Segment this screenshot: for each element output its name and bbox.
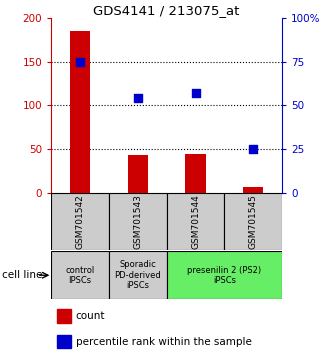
Bar bbox=[109, 193, 167, 250]
Text: presenilin 2 (PS2)
iPSCs: presenilin 2 (PS2) iPSCs bbox=[187, 266, 261, 285]
Text: control
IPSCs: control IPSCs bbox=[65, 266, 95, 285]
Point bbox=[193, 90, 198, 96]
Bar bbox=[128, 155, 148, 193]
Bar bbox=[167, 193, 224, 250]
Point bbox=[251, 146, 256, 152]
Bar bbox=[243, 187, 263, 193]
Text: GSM701545: GSM701545 bbox=[249, 194, 258, 249]
Point bbox=[77, 59, 82, 64]
Bar bbox=[51, 193, 109, 250]
Bar bbox=[167, 251, 282, 299]
Text: GSM701544: GSM701544 bbox=[191, 194, 200, 249]
Bar bbox=[51, 251, 109, 299]
Text: count: count bbox=[76, 311, 105, 321]
Bar bbox=[56, 335, 71, 348]
Bar bbox=[70, 31, 90, 193]
Text: percentile rank within the sample: percentile rank within the sample bbox=[76, 337, 251, 347]
Text: GSM701542: GSM701542 bbox=[76, 194, 84, 249]
Text: Sporadic
PD-derived
iPSCs: Sporadic PD-derived iPSCs bbox=[115, 260, 161, 290]
Point bbox=[135, 96, 140, 101]
Bar bbox=[109, 251, 167, 299]
Bar bbox=[56, 309, 71, 322]
Title: GDS4141 / 213075_at: GDS4141 / 213075_at bbox=[93, 4, 240, 17]
Text: cell line: cell line bbox=[2, 270, 42, 280]
Bar bbox=[185, 154, 206, 193]
Bar bbox=[224, 193, 282, 250]
Text: GSM701543: GSM701543 bbox=[133, 194, 142, 249]
